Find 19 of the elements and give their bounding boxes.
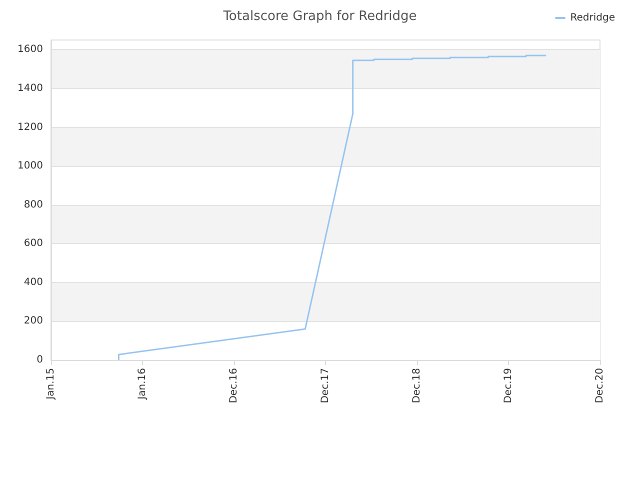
legend-label: Redridge bbox=[570, 12, 616, 24]
y-tick-label: 0 bbox=[36, 354, 43, 366]
x-tick-label: Dec.19 bbox=[503, 368, 514, 404]
x-tick-label: Dec.16 bbox=[228, 368, 240, 404]
y-tick-label: 400 bbox=[24, 276, 43, 288]
x-tick-label: Dec.20 bbox=[594, 368, 606, 404]
y-tick-label: 600 bbox=[24, 238, 43, 250]
line-series bbox=[118, 54, 547, 361]
x-tick-label: Dec.17 bbox=[320, 368, 331, 404]
y-tick-label: 1200 bbox=[18, 122, 43, 133]
x-tick-label: Jan.16 bbox=[137, 368, 148, 400]
y-tick-label: 200 bbox=[24, 316, 43, 327]
chart-title: Totalscore Graph for Redridge bbox=[222, 9, 417, 24]
y-tick-label: 1400 bbox=[18, 82, 43, 94]
x-tick-label: Jan.15 bbox=[46, 368, 56, 400]
y-tick-label: 800 bbox=[24, 199, 43, 210]
x-tick-label: Dec.18 bbox=[412, 368, 422, 404]
y-tick-label: 1600 bbox=[18, 44, 43, 56]
y-tick-label: 1000 bbox=[18, 160, 43, 172]
